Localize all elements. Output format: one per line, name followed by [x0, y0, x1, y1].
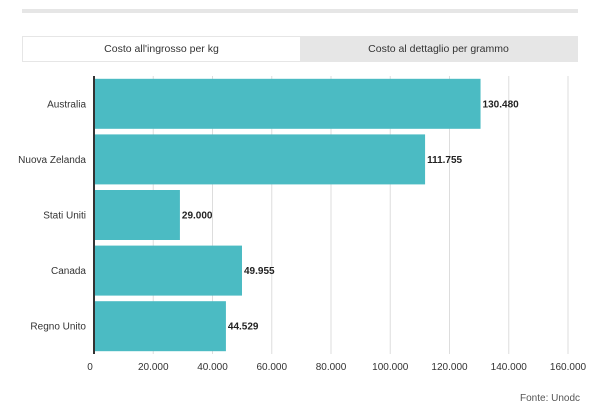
bar[interactable]: [94, 301, 226, 352]
labels-layer: 0 20.000 40.000 60.000 80.000 100.000 120.000 1…: [18, 99, 586, 373]
data-label: 44.529: [228, 322, 259, 333]
x-tick-label: 60.000: [256, 362, 287, 373]
category-label: Canada: [51, 266, 86, 277]
x-tick-label: 140.000: [491, 362, 528, 373]
bar[interactable]: [94, 245, 242, 296]
x-tick-label: 80.000: [316, 362, 347, 373]
data-label: 49.955: [244, 266, 275, 277]
bar[interactable]: [94, 134, 426, 185]
x-tick-label: 160.000: [550, 362, 587, 373]
category-label: Australia: [47, 99, 86, 110]
tab-bar: Costo all'ingrosso per kg Costo al detta…: [22, 36, 578, 62]
category-label: Regno Unito: [30, 322, 86, 333]
data-label: 111.755: [427, 155, 462, 166]
data-label: 29.000: [182, 211, 213, 222]
tab-retail-cost[interactable]: Costo al dettaglio per grammo: [368, 43, 509, 55]
source-note: Fonte: Unodc: [520, 393, 581, 404]
x-tick-label: 20.000: [138, 362, 169, 373]
data-label: 130.480: [483, 99, 520, 110]
category-label: Stati Uniti: [43, 211, 86, 222]
x-tick-label: 100.000: [372, 362, 409, 373]
bars-layer: [94, 78, 481, 352]
bar[interactable]: [94, 78, 481, 129]
top-divider: [22, 9, 578, 13]
x-tick-label: 0: [87, 362, 93, 373]
bar[interactable]: [94, 190, 180, 240]
category-label: Nuova Zelanda: [18, 155, 86, 166]
x-tick-label: 40.000: [197, 362, 228, 373]
x-tick-label: 120.000: [431, 362, 468, 373]
tab-wholesale-cost[interactable]: Costo all'ingrosso per kg: [23, 37, 300, 61]
